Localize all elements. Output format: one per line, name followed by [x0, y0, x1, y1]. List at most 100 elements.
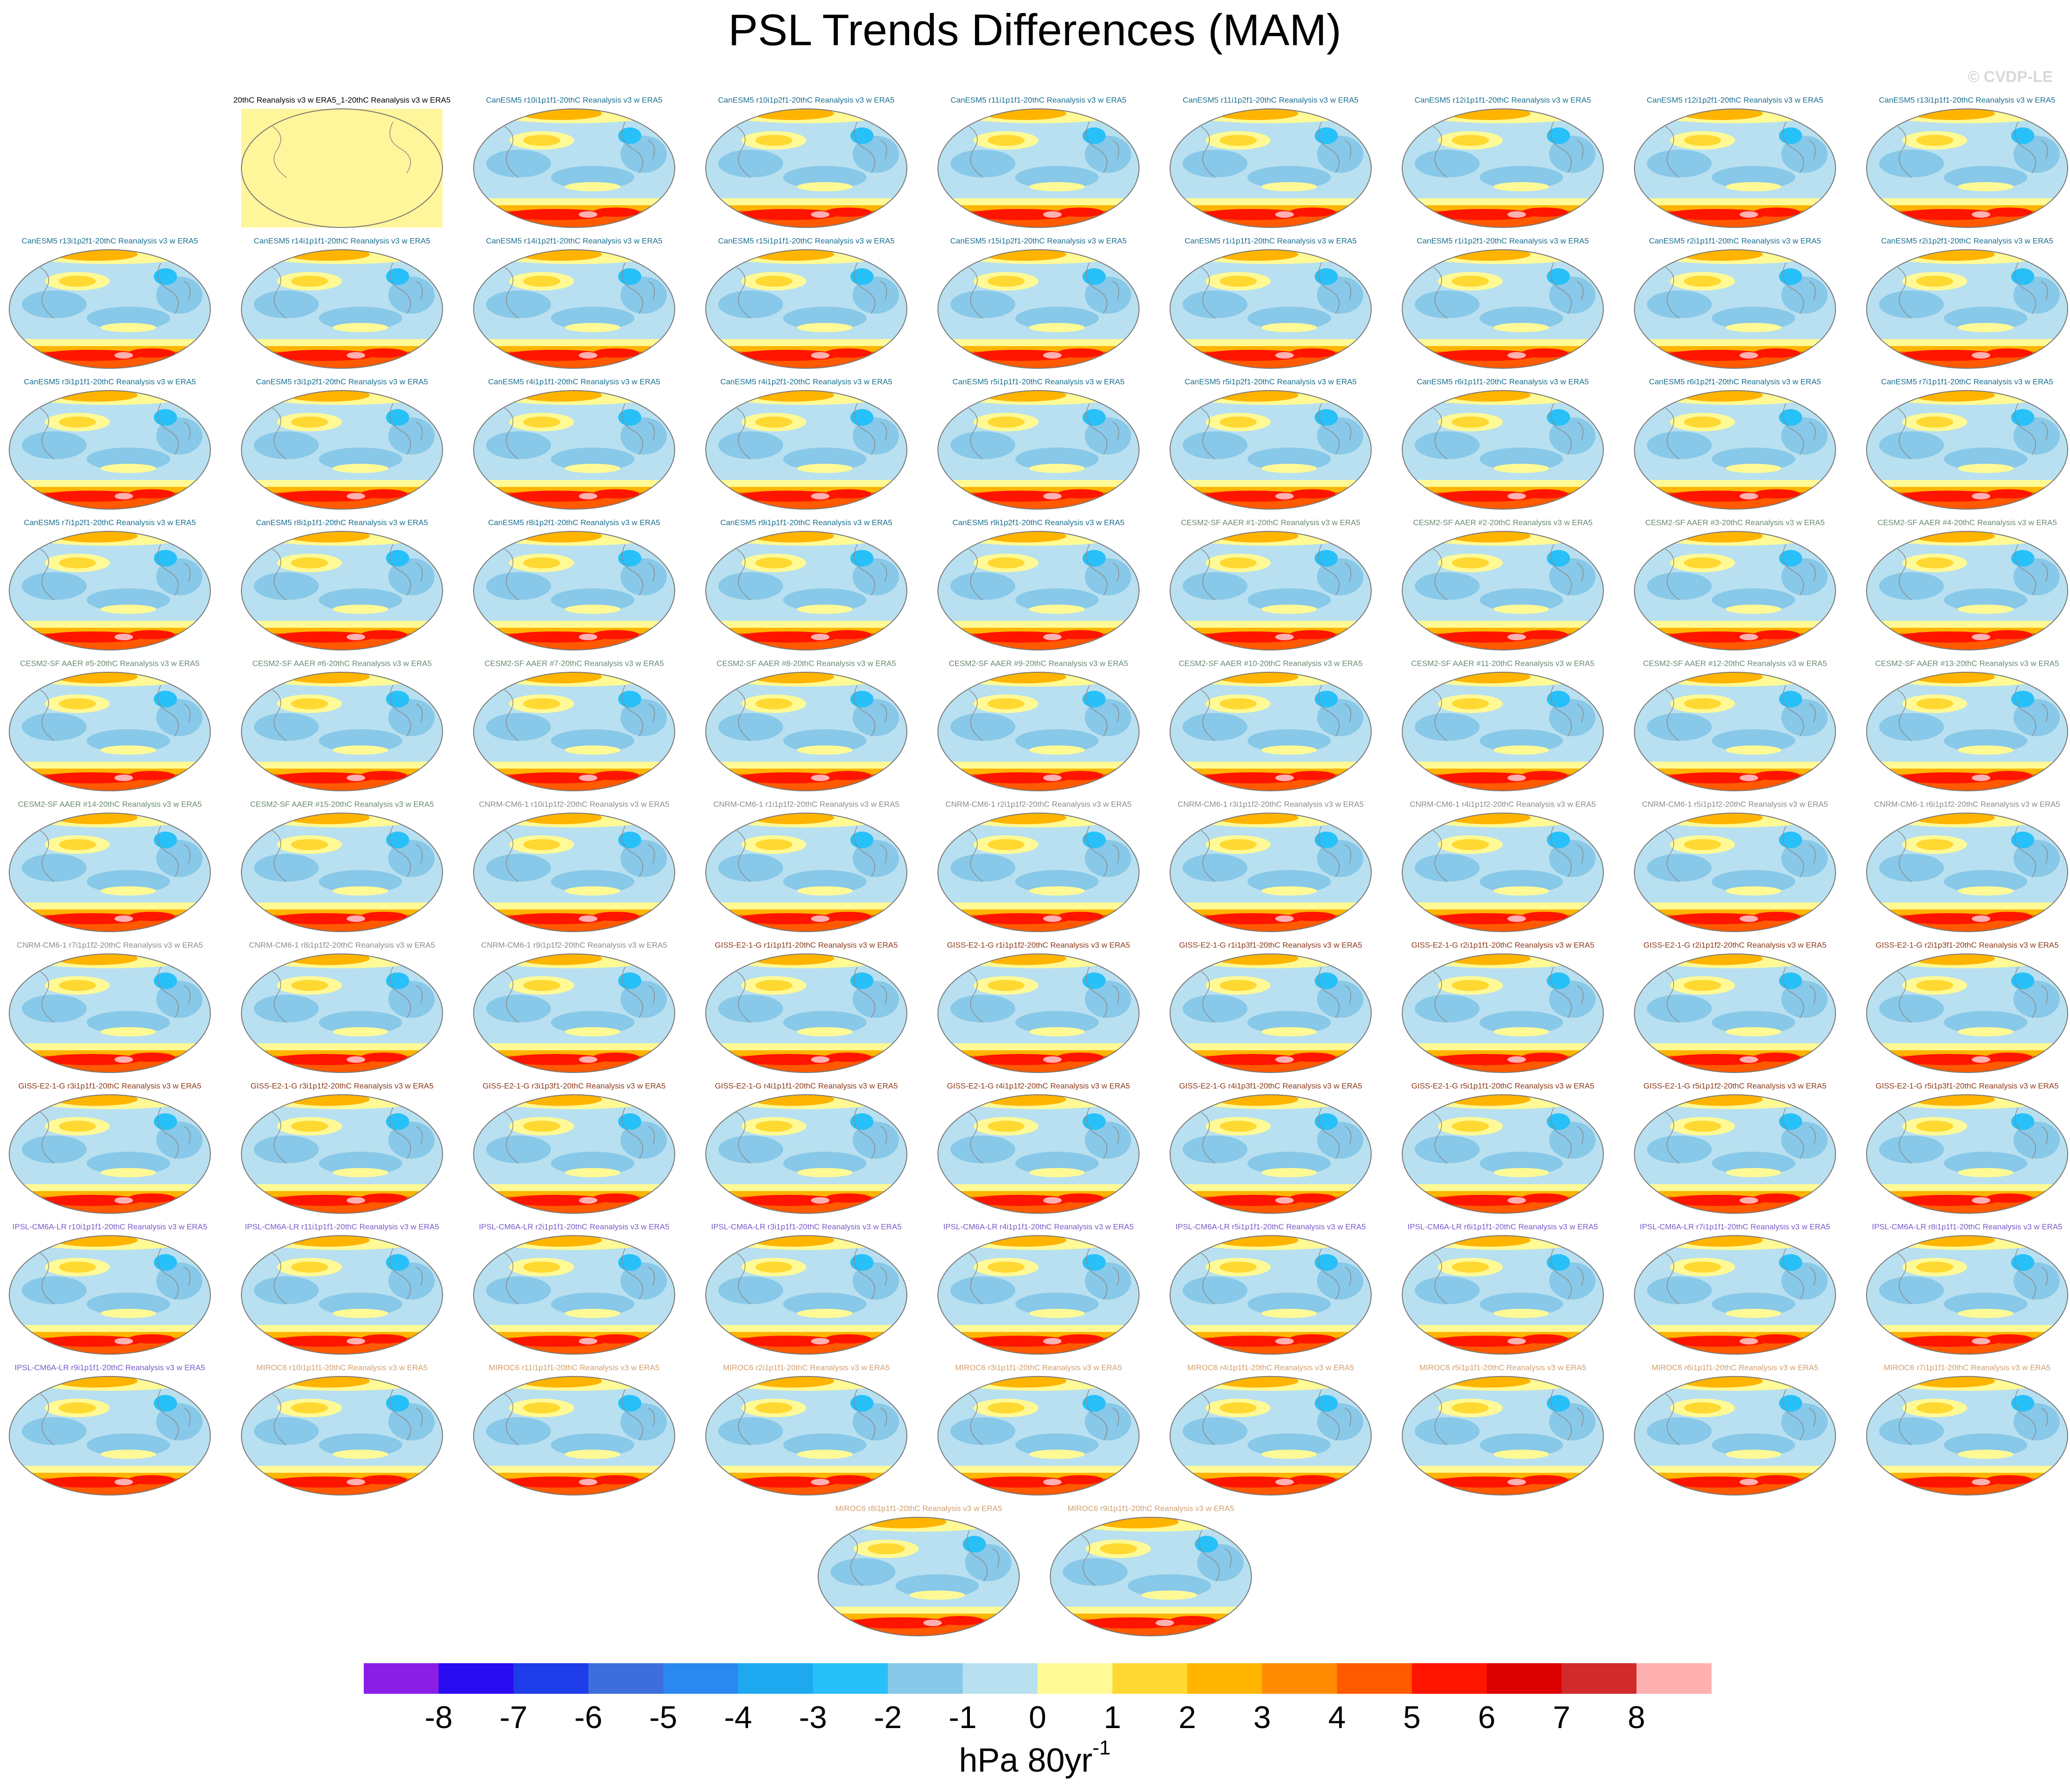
map-outline [9, 1376, 211, 1495]
map-field [9, 379, 210, 516]
map-background [241, 109, 443, 227]
map-panel: CanESM5 r3i1p2f1-20thC Reanalysis v3 w E… [241, 377, 443, 516]
panel-title: CESM2-SF AAER #5-20thC Reanalysis v3 w E… [20, 659, 199, 668]
map-panel: CanESM5 r8i1p1f1-20thC Reanalysis v3 w E… [241, 518, 443, 656]
map-panel: GISS-E2-1-G r1i1p1f2-20thC Reanalysis v3… [937, 940, 1139, 1079]
map-outline [241, 813, 443, 932]
panel-title: CanESM5 r12i1p2f1-20thC Reanalysis v3 w … [1647, 95, 1823, 104]
map-field [9, 661, 210, 797]
panel-title: MIROC6 r5i1p1f1-20thC Reanalysis v3 w ER… [1419, 1363, 1586, 1372]
map-outline [1170, 390, 1372, 510]
map-field [1634, 1365, 1836, 1502]
map-outline [1402, 813, 1604, 932]
map-field [474, 520, 675, 656]
panel-title: CESM2-SF AAER #9-20thC Reanalysis v3 w E… [949, 659, 1128, 668]
map-outline [705, 531, 907, 650]
map-outline [1170, 249, 1372, 369]
map-panel: CanESM5 r3i1p1f1-20thC Reanalysis v3 w E… [9, 377, 211, 516]
map-panel: GISS-E2-1-G r5i1p3f1-20thC Reanalysis v3… [1866, 1081, 2068, 1220]
map-outline [1634, 953, 1836, 1073]
map-field [241, 238, 443, 375]
panel-title: GISS-E2-1-G r2i1p1f1-20thC Reanalysis v3… [1412, 940, 1595, 949]
colorbar-tick-label: -2 [874, 1700, 902, 1735]
colorbar-box [588, 1663, 664, 1694]
map-field [938, 1224, 1139, 1361]
map-field [1867, 801, 2068, 938]
map-panel: CanESM5 r4i1p2f1-20thC Reanalysis v3 w E… [705, 377, 907, 516]
map-outline [937, 531, 1139, 650]
panel-title: CanESM5 r3i1p2f1-20thC Reanalysis v3 w E… [256, 377, 428, 386]
panel-title: CNRM-CM6-1 r2i1p1f2-20thC Reanalysis v3 … [945, 800, 1132, 808]
map-outline [1402, 1235, 1604, 1355]
map-field [706, 1083, 907, 1220]
panel-title: CNRM-CM6-1 r1i1p1f2-20thC Reanalysis v3 … [713, 800, 899, 808]
panel-title: CanESM5 r4i1p2f1-20thC Reanalysis v3 w E… [720, 377, 892, 386]
panel-title: CanESM5 r15i1p1f1-20thC Reanalysis v3 w … [718, 236, 895, 245]
map-outline [1170, 672, 1372, 791]
colorbar-units: hPa 80yr-1 [959, 1736, 1110, 1779]
map-outline [1866, 390, 2068, 510]
map-field [241, 520, 443, 656]
map-panel: GISS-E2-1-G r3i1p1f1-20thC Reanalysis v3… [9, 1081, 211, 1220]
panel-title: CNRM-CM6-1 r3i1p1f2-20thC Reanalysis v3 … [1177, 800, 1364, 808]
map-field [1170, 520, 1371, 656]
map-field [1867, 1083, 2068, 1220]
map-panel: CNRM-CM6-1 r3i1p1f2-20thC Reanalysis v3 … [1170, 800, 1372, 938]
map-panel: CanESM5 r9i1p1f1-20thC Reanalysis v3 w E… [705, 518, 907, 656]
map-outline [241, 531, 443, 650]
map-panel: CESM2-SF AAER #15-20thC Reanalysis v3 w … [241, 800, 443, 938]
map-outline [1866, 249, 2068, 369]
map-field [706, 1224, 907, 1361]
colorbar-tick-label: 1 [1104, 1700, 1121, 1735]
panel-title: CanESM5 r7i1p1f1-20thC Reanalysis v3 w E… [1881, 377, 2053, 386]
panel-title: CanESM5 r3i1p1f1-20thC Reanalysis v3 w E… [24, 377, 196, 386]
map-field [474, 97, 675, 234]
map-outline [1170, 953, 1372, 1073]
panel-title: GISS-E2-1-G r5i1p3f1-20thC Reanalysis v3… [1876, 1081, 2059, 1090]
map-outline [937, 1094, 1139, 1214]
panel-title: CanESM5 r8i1p1f1-20thC Reanalysis v3 w E… [256, 518, 428, 527]
map-field [1402, 97, 1603, 234]
map-field [474, 801, 675, 938]
map-outline [1634, 1376, 1836, 1495]
map-field [1634, 1224, 1836, 1361]
map-outline [1402, 390, 1604, 510]
panel-title: CESM2-SF AAER #1-20thC Reanalysis v3 w E… [1181, 518, 1360, 527]
map-panel: CanESM5 r13i1p1f1-20thC Reanalysis v3 w … [1866, 95, 2068, 234]
map-field [1634, 238, 1836, 375]
map-panel: CanESM5 r11i1p1f1-20thC Reanalysis v3 w … [937, 95, 1139, 234]
colorbar-box [738, 1663, 813, 1694]
panel-title: IPSL-CM6A-LR r4i1p1f1-20thC Reanalysis v… [943, 1222, 1133, 1231]
map-outline [1170, 1376, 1372, 1495]
panel-title: CESM2-SF AAER #3-20thC Reanalysis v3 w E… [1645, 518, 1824, 527]
map-panel: CanESM5 r12i1p2f1-20thC Reanalysis v3 w … [1634, 95, 1836, 234]
panel-title: MIROC6 r4i1p1f1-20thC Reanalysis v3 w ER… [1187, 1363, 1354, 1372]
map-panel: CanESM5 r15i1p2f1-20thC Reanalysis v3 w … [937, 236, 1139, 375]
map-outline [241, 672, 443, 791]
map-field [706, 661, 907, 797]
colorbar-tick-label: -4 [724, 1700, 752, 1735]
map-field [474, 942, 675, 1079]
colorbar-tick-label: 3 [1253, 1700, 1271, 1735]
map-field [938, 520, 1139, 656]
panel-title: GISS-E2-1-G r3i1p3f1-20thC Reanalysis v3… [483, 1081, 666, 1090]
panel-title: IPSL-CM6A-LR r6i1p1f1-20thC Reanalysis v… [1407, 1222, 1598, 1231]
map-panel: CanESM5 r10i1p1f1-20thC Reanalysis v3 w … [473, 95, 675, 234]
map-outline [9, 531, 211, 650]
map-panel: GISS-E2-1-G r3i1p1f2-20thC Reanalysis v3… [241, 1081, 443, 1220]
map-field [938, 942, 1139, 1079]
map-field [9, 942, 210, 1079]
map-field [474, 1365, 675, 1502]
map-panel: CanESM5 r1i1p1f1-20thC Reanalysis v3 w E… [1170, 236, 1372, 375]
panel-title: IPSL-CM6A-LR r10i1p1f1-20thC Reanalysis … [13, 1222, 207, 1231]
map-panel: CNRM-CM6-1 r7i1p1f2-20thC Reanalysis v3 … [9, 940, 211, 1079]
map-field [706, 97, 907, 234]
map-panel: IPSL-CM6A-LR r10i1p1f1-20thC Reanalysis … [9, 1222, 211, 1361]
map-field [1867, 661, 2068, 797]
map-outline [9, 813, 211, 932]
map-outline [1402, 1376, 1604, 1495]
map-panel: CanESM5 r8i1p2f1-20thC Reanalysis v3 w E… [473, 518, 675, 656]
panel-title: GISS-E2-1-G r4i1p1f1-20thC Reanalysis v3… [715, 1081, 898, 1090]
map-panel: MIROC6 r9i1p1f1-20thC Reanalysis v3 w ER… [1050, 1504, 1252, 1642]
map-outline [473, 390, 675, 510]
